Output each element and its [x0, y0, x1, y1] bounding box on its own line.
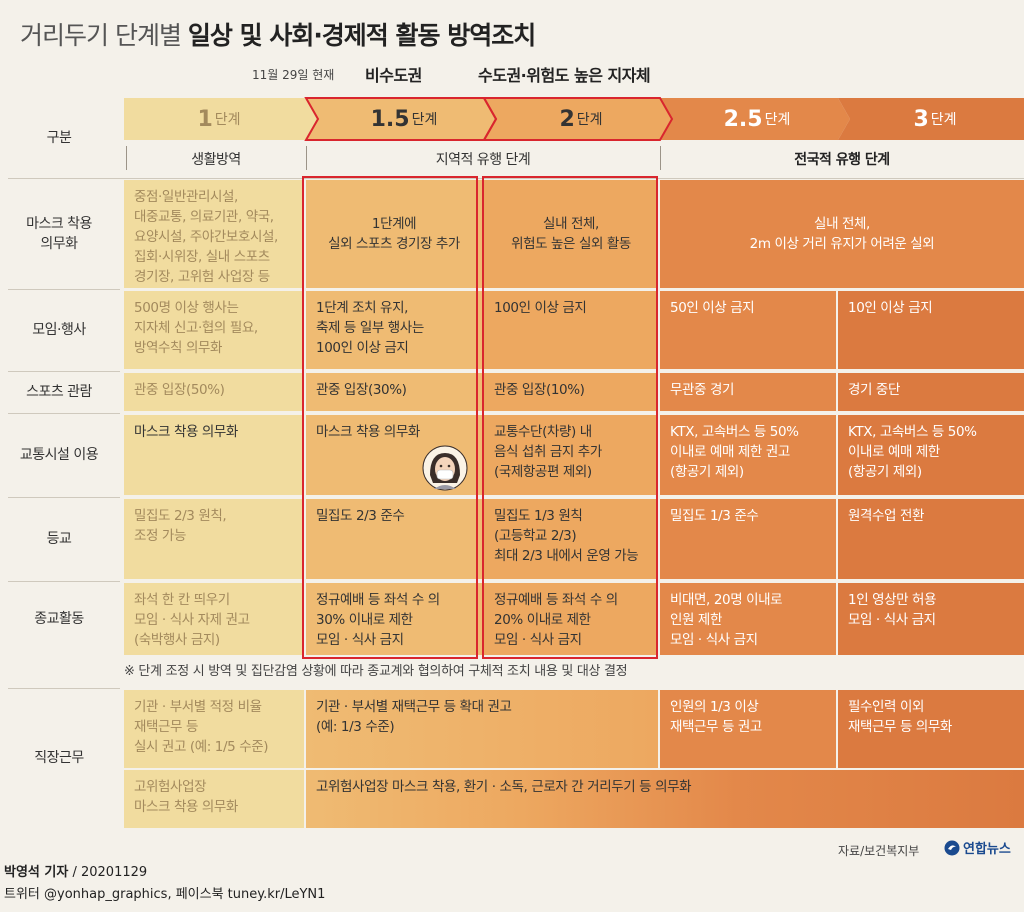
row-divider: [8, 497, 120, 498]
work-stage-1-highrisk: 고위험사업장 마스크 착용 의무화: [124, 770, 304, 828]
row-divider: [8, 581, 120, 582]
mask-stage-15: 1단계에 실외 스포츠 경기장 추가: [306, 180, 482, 288]
stage-2-highlight: [482, 97, 674, 141]
stage-1-label: 1 단계: [197, 106, 241, 132]
gathering-stage-3: 10인 이상 금지: [838, 291, 1024, 369]
mask-stage-1: 중점·일반관리시설, 대중교통, 의료기관, 약국, 요양시설, 주야간보호시설…: [124, 180, 304, 288]
school-stage-25: 밀집도 1/3 준수: [660, 499, 836, 579]
reporter-name: 박영석 기자: [4, 865, 69, 880]
credit-block: 박영석 기자 / 20201129 트위터 @yonhap_graphics, …: [4, 862, 325, 906]
work-highrisk-text: 고위험사업장 마스크 착용, 환기 · 소독, 근로자 간 거리두기 등 의무화: [316, 779, 692, 795]
phase-3-label: 전국적 유행 단계: [794, 152, 890, 168]
row-label-religion: 종교활동: [34, 611, 84, 627]
stage-25-arrow: [660, 98, 850, 140]
phase-1-label: 생활방역: [191, 152, 241, 168]
phase-divider: [306, 146, 307, 170]
sports-stage-1: 관중 입장(50%): [124, 373, 304, 411]
religion-stage-3: 1인 영상만 허용 모임 · 식사 금지: [838, 583, 1024, 655]
yonhap-logo: 연합뉴스: [944, 838, 1011, 857]
sports-stage-3: 경기 중단: [838, 373, 1024, 411]
religion-stage-25: 비대면, 20명 이내로 인원 제한 모임 · 식사 금지: [660, 583, 836, 655]
row-divider: [8, 413, 120, 414]
yonhap-logo-text: 연합뉴스: [963, 842, 1011, 857]
row-label-gathering: 모임·행사: [32, 322, 86, 338]
stage-arrows: [124, 97, 1024, 141]
social-handles: 트위터 @yonhap_graphics, 페이스북 tuney.kr/LeYN…: [4, 887, 326, 902]
publish-date: 20201129: [80, 865, 148, 880]
school-stage-2: 밀집도 1/3 원칙 (고등학교 2/3) 최대 2/3 내에서 운영 가능: [484, 499, 658, 579]
transport-stage-2: 교통수단(차량) 내 음식 섭취 금지 추가 (국제항공편 제외): [484, 415, 658, 495]
work-stage-1: 기관 · 부서별 적정 비율 재택근무 등 실시 권고 (예: 1/5 수준): [124, 690, 304, 768]
stage-15-label: 1.5 단계: [370, 106, 438, 132]
gathering-stage-15: 1단계 조치 유지, 축제 등 일부 행사는 100인 이상 금지: [306, 291, 482, 369]
row-divider: [8, 688, 120, 689]
school-stage-15: 밀집도 2/3 준수: [306, 499, 482, 579]
transport-stage-25: KTX, 고속버스 등 50% 이내로 예매 제한 권고 (항공기 제외): [660, 415, 836, 495]
row-divider: [8, 289, 120, 290]
work-stage-3: 필수인력 이외 재택근무 등 의무화: [838, 690, 1024, 768]
stage-3-arrow: [838, 98, 1024, 140]
gathering-stage-25: 50인 이상 금지: [660, 291, 836, 369]
column-label: 구분: [46, 130, 72, 146]
sports-stage-2: 관중 입장(10%): [484, 373, 658, 411]
row-label-sports: 스포츠 관람: [26, 384, 92, 400]
gathering-stage-1: 500명 이상 행사는 지자체 신고·협의 필요, 방역수칙 의무화: [124, 291, 304, 369]
mask-stage-25-3: 실내 전체, 2m 이상 거리 유지가 어려운 실외: [660, 180, 1024, 288]
phase-divider: [660, 146, 661, 170]
transport-stage-15-text: 마스크 착용 의무화: [316, 424, 420, 440]
transport-stage-3: KTX, 고속버스 등 50% 이내로 예매 제한 (항공기 제외): [838, 415, 1024, 495]
row-label-work: 직장근무: [34, 750, 84, 766]
title-bold: 일상 및 사회·경제적 활동 방역조치: [187, 21, 536, 50]
yonhap-logo-icon: [944, 840, 960, 855]
row-divider: [8, 371, 120, 372]
phase-2-label: 지역적 유행 단계: [435, 152, 531, 168]
row-label-school: 등교: [46, 531, 72, 547]
stage-2-region-label: 수도권·위험도 높은 지자체: [478, 66, 651, 85]
stage-2-arrow: [484, 98, 672, 140]
transport-stage-15: 마스크 착용 의무화: [306, 415, 482, 495]
page-title: 거리두기 단계별 일상 및 사회·경제적 활동 방역조치: [20, 16, 536, 52]
stage-25-label: 2.5 단계: [723, 106, 791, 132]
transport-stage-1: 마스크 착용 의무화: [124, 415, 304, 495]
row-label-mask: 마스크 착용 의무화: [26, 216, 92, 252]
footnote: ※ 단계 조정 시 방역 및 집단감염 상황에 따라 종교계와 협의하여 구체적…: [124, 664, 628, 679]
stage-3-label: 3 단계: [913, 106, 957, 132]
religion-stage-2: 정규예배 등 좌석 수 의 20% 이내로 제한 모임 · 식사 금지: [484, 583, 658, 655]
mask-person-icon: [422, 445, 468, 491]
school-stage-3: 원격수업 전환: [838, 499, 1024, 579]
school-stage-1: 밀집도 2/3 원칙, 조정 가능: [124, 499, 304, 579]
phase-divider: [126, 146, 127, 170]
work-stage-15-3-highrisk: 고위험사업장 마스크 착용, 환기 · 소독, 근로자 간 거리두기 등 의무화: [306, 770, 1024, 828]
row-label-transport: 교통시설 이용: [19, 447, 99, 463]
header-divider: [8, 178, 1024, 179]
work-stage-25: 인원의 1/3 이상 재택근무 등 권고: [660, 690, 836, 768]
stage-2-label: 2 단계: [559, 106, 603, 132]
religion-stage-15: 정규예배 등 좌석 수 의 30% 이내로 제한 모임 · 식사 금지: [306, 583, 482, 655]
title-prefix: 거리두기 단계별: [20, 21, 188, 50]
mask-stage-2: 실내 전체, 위험도 높은 실외 활동: [484, 180, 658, 288]
religion-stage-1: 좌석 한 칸 띄우기 모임 · 식사 자제 권고 (숙박행사 금지): [124, 583, 304, 655]
source-note: 자료/보건복지부: [838, 844, 920, 858]
sports-stage-15: 관중 입장(30%): [306, 373, 482, 411]
stage-15-region-label: 비수도권: [365, 66, 422, 85]
gathering-stage-2: 100인 이상 금지: [484, 291, 658, 369]
sports-stage-25: 무관중 경기: [660, 373, 836, 411]
current-date-note: 11월 29일 현재: [252, 68, 335, 82]
stage-15-arrow: [306, 98, 496, 140]
work-stage-15-2: 기관 · 부서별 재택근무 등 확대 권고 (예: 1/3 수준): [306, 690, 658, 768]
stage-1-arrow: [124, 98, 318, 140]
